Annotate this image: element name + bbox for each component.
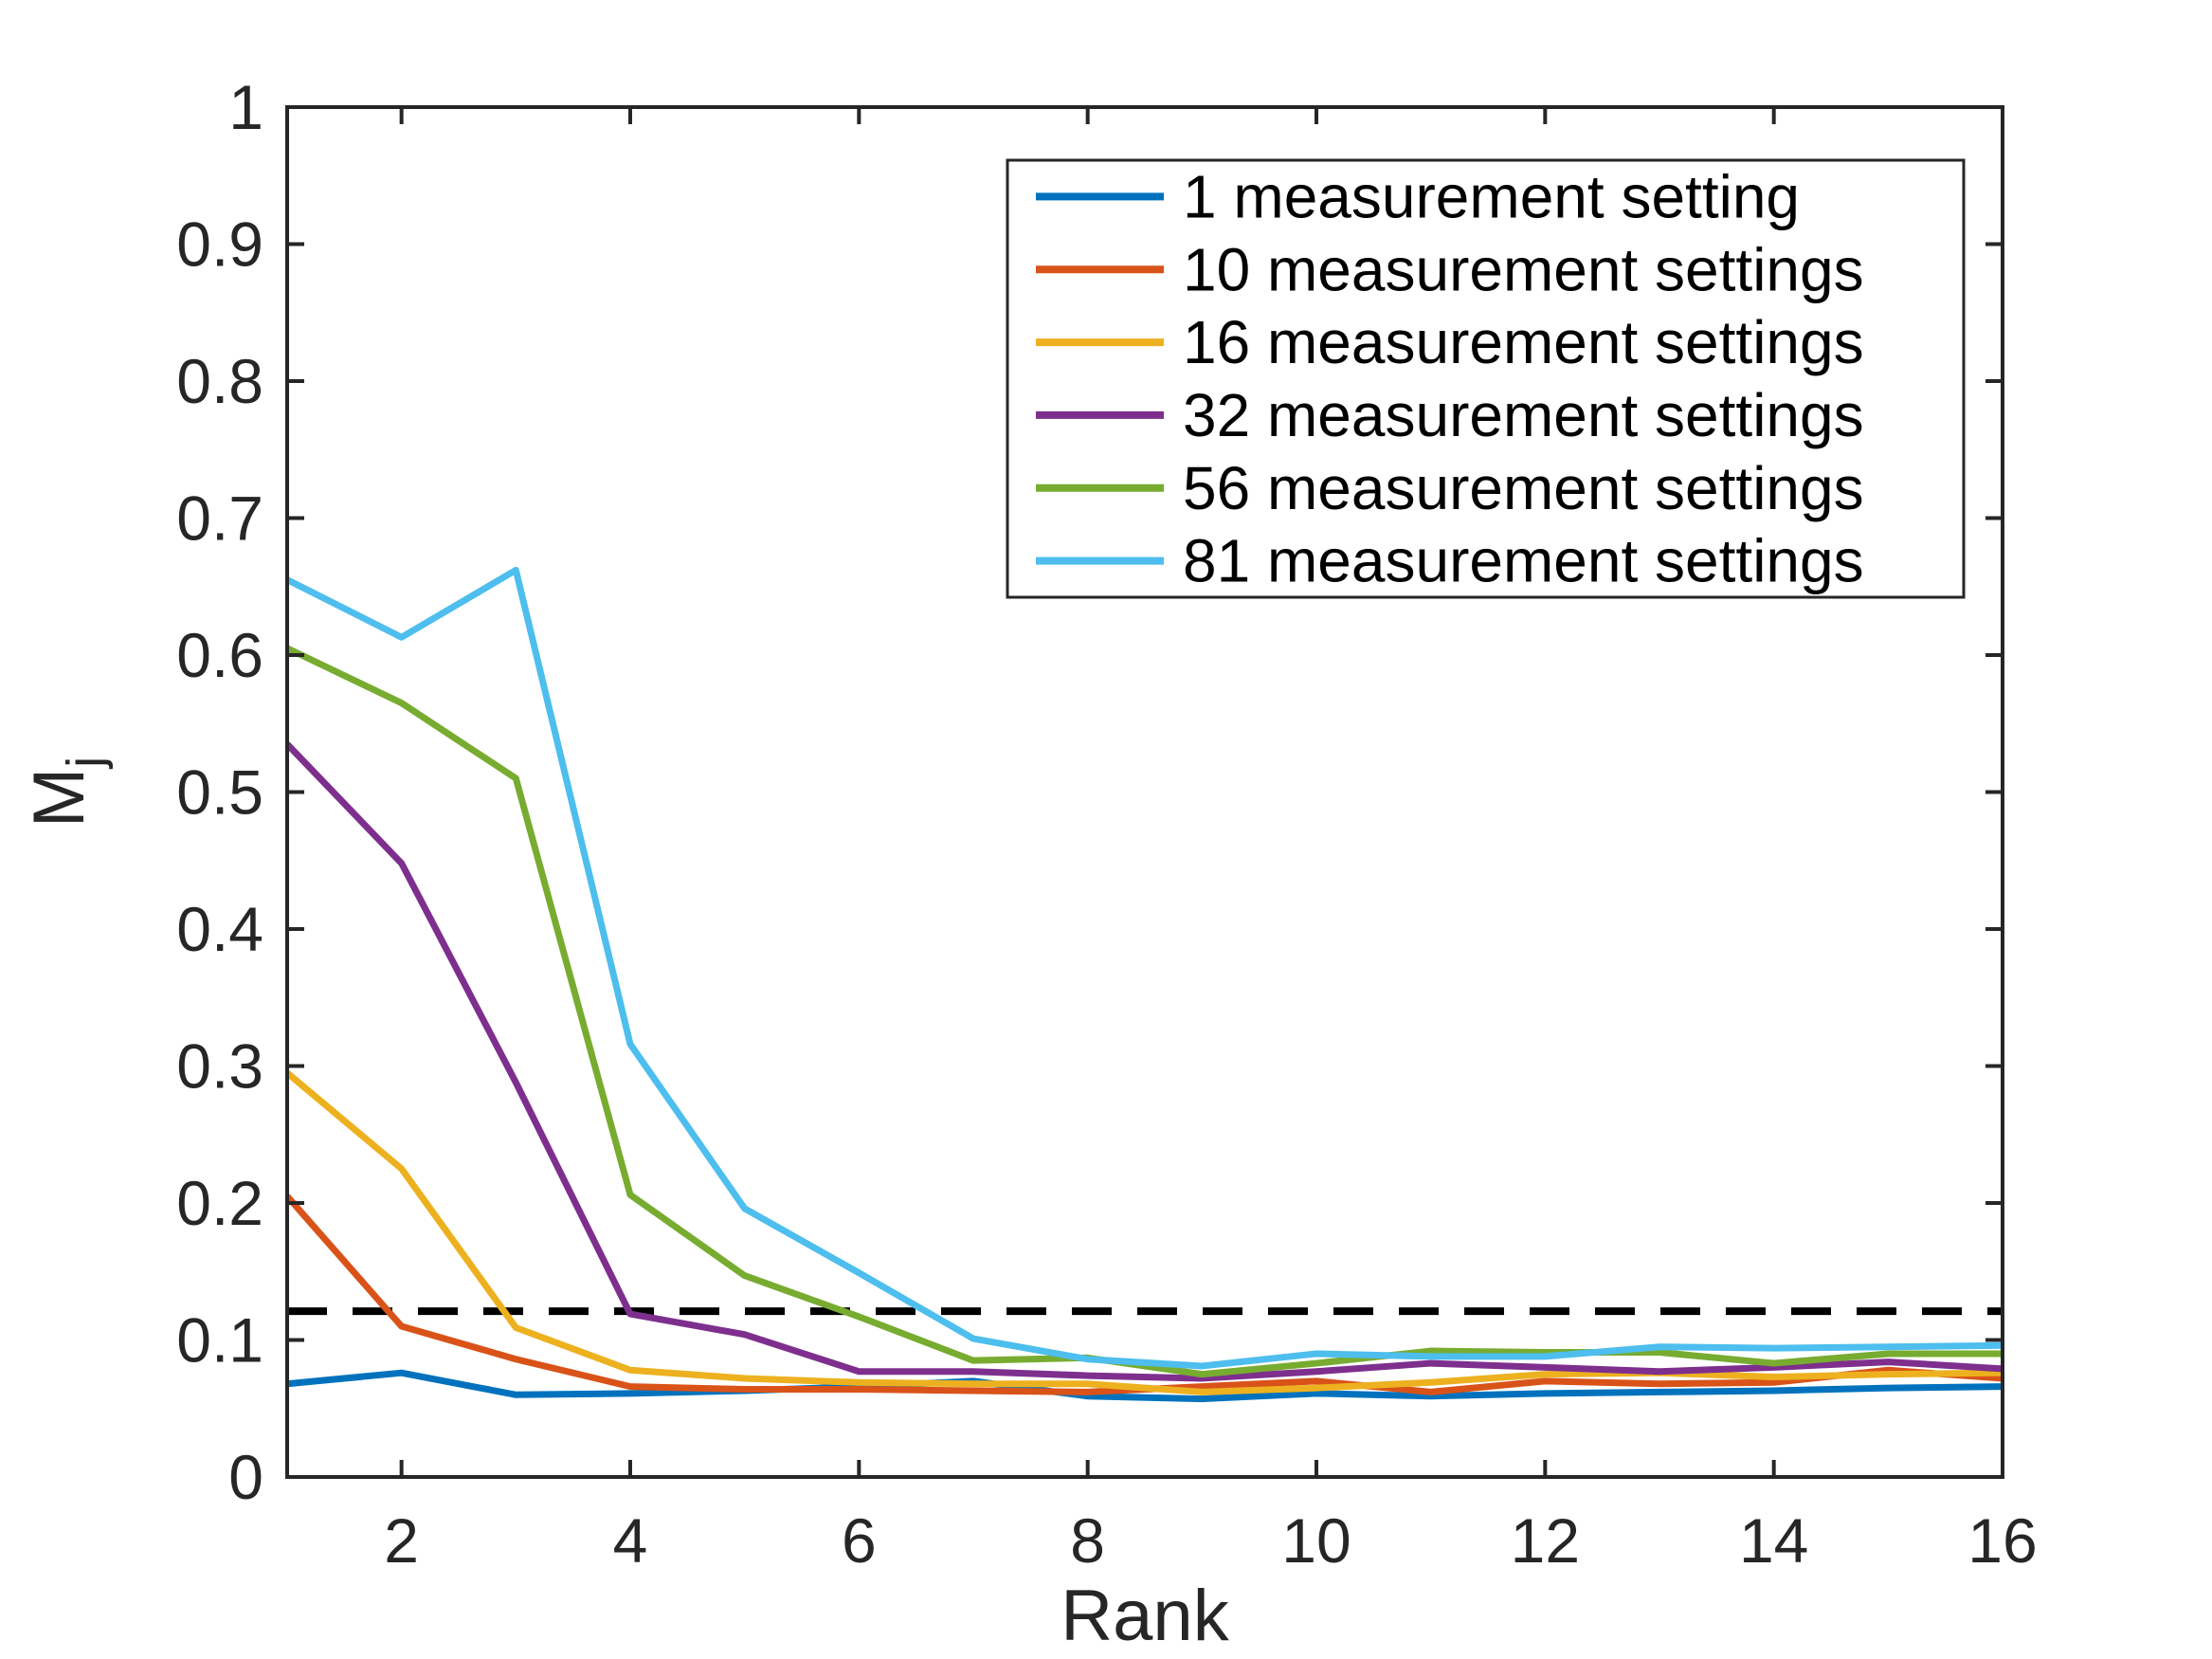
legend-label-1: 1 measurement setting [1183,162,1800,230]
x-tick-label: 14 [1739,1505,1808,1576]
y-tick-label: 0.4 [176,894,263,964]
y-tick-label: 0.8 [176,346,263,416]
y-tick-label: 0.5 [176,757,263,828]
y-tick-label: 0.7 [176,483,263,554]
x-tick-label: 4 [613,1505,648,1576]
series-line-1 [286,1369,2003,1403]
y-tick-label: 1 [228,72,263,142]
series-line-6 [285,566,2003,1370]
y-tick-label: 0.1 [176,1305,263,1376]
series-line-3 [284,1070,2003,1395]
x-tick-label: 12 [1511,1505,1580,1576]
x-tick-label: 8 [1070,1505,1105,1576]
x-tick-label: 2 [384,1505,419,1576]
legend-label-6: 81 measurement settings [1183,527,1864,595]
y-tick-label: 0.2 [176,1168,263,1238]
legend-label-2: 10 measurement settings [1183,235,1864,303]
legend-label-4: 32 measurement settings [1183,381,1864,449]
y-tick-label: 0.6 [176,620,263,690]
y-tick-label: 0.3 [176,1031,263,1102]
y-tick-label: 0 [228,1442,263,1512]
x-tick-label: 6 [842,1505,877,1576]
legend-box [1006,158,1966,599]
legend-label-5: 56 measurement settings [1183,454,1864,522]
y-axis-label-subscript: j [57,757,114,770]
y-tick-label: 0.9 [176,210,263,280]
x-axis-label: Rank [1061,1576,1229,1656]
y-axis-label-main: M [19,768,100,828]
series-line-4 [284,741,2003,1382]
y-axis-label: Mj [19,757,114,828]
x-tick-label: 10 [1281,1505,1351,1576]
legend-label-3: 16 measurement settings [1183,308,1864,376]
x-tick-label: 16 [1967,1505,2037,1576]
series-line-5 [285,645,2003,1378]
